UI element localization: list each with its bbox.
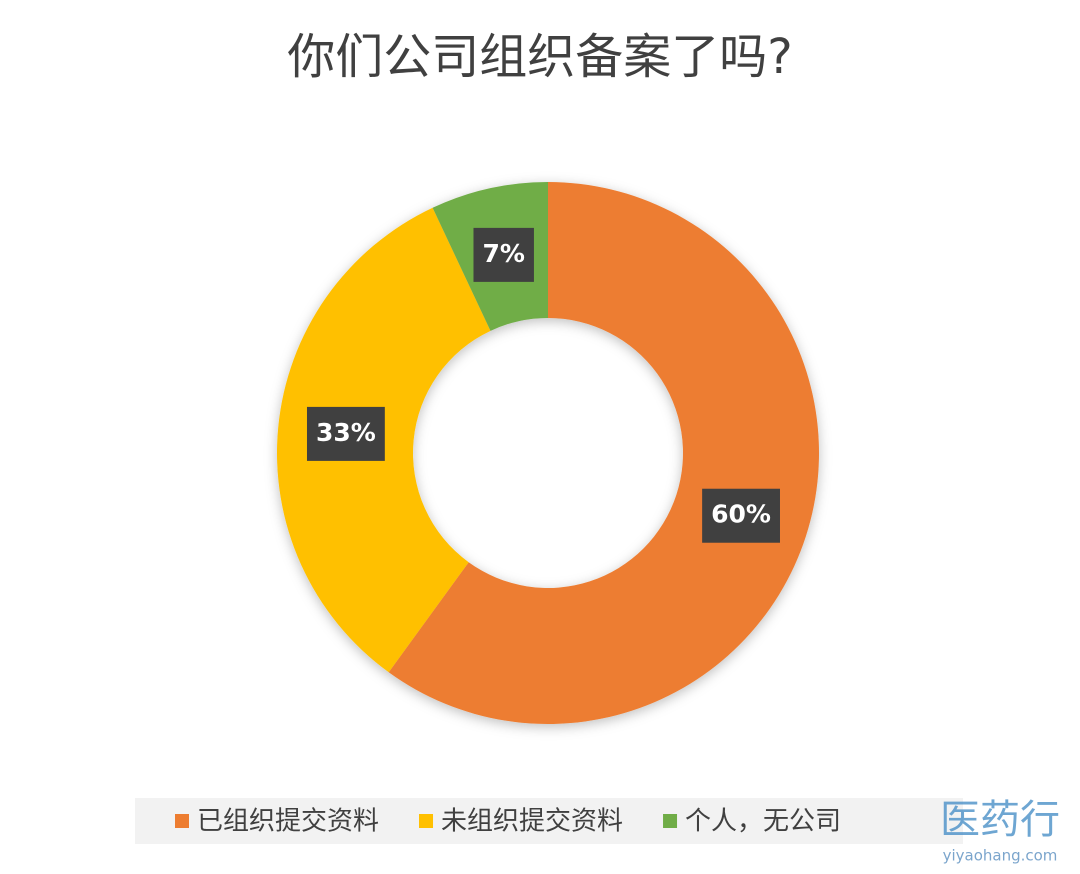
legend: 已组织提交资料 未组织提交资料 个人，无公司 (175, 807, 841, 837)
legend-label: 未组织提交资料 (441, 807, 623, 837)
legend-background (135, 798, 963, 844)
data-labels: 60% 33% 7% (306, 227, 780, 543)
data-label: 7% (482, 239, 524, 268)
donut-segment (388, 182, 820, 724)
legend-swatch (419, 814, 434, 828)
watermark-site: yiyaohang.com (943, 847, 1058, 865)
data-label: 60% (711, 500, 771, 529)
legend-label: 个人，无公司 (685, 807, 841, 837)
data-label: 33% (316, 418, 376, 447)
legend-swatch (663, 814, 678, 828)
data-label-box (306, 406, 385, 461)
data-label-box (702, 488, 780, 543)
legend-swatch (175, 814, 189, 828)
watermark-brand: 医药行 (940, 797, 1060, 843)
data-label-box (473, 227, 534, 282)
chart-title: 你们公司组织备案了吗? (287, 29, 792, 85)
legend-label: 已组织提交资料 (197, 807, 379, 837)
